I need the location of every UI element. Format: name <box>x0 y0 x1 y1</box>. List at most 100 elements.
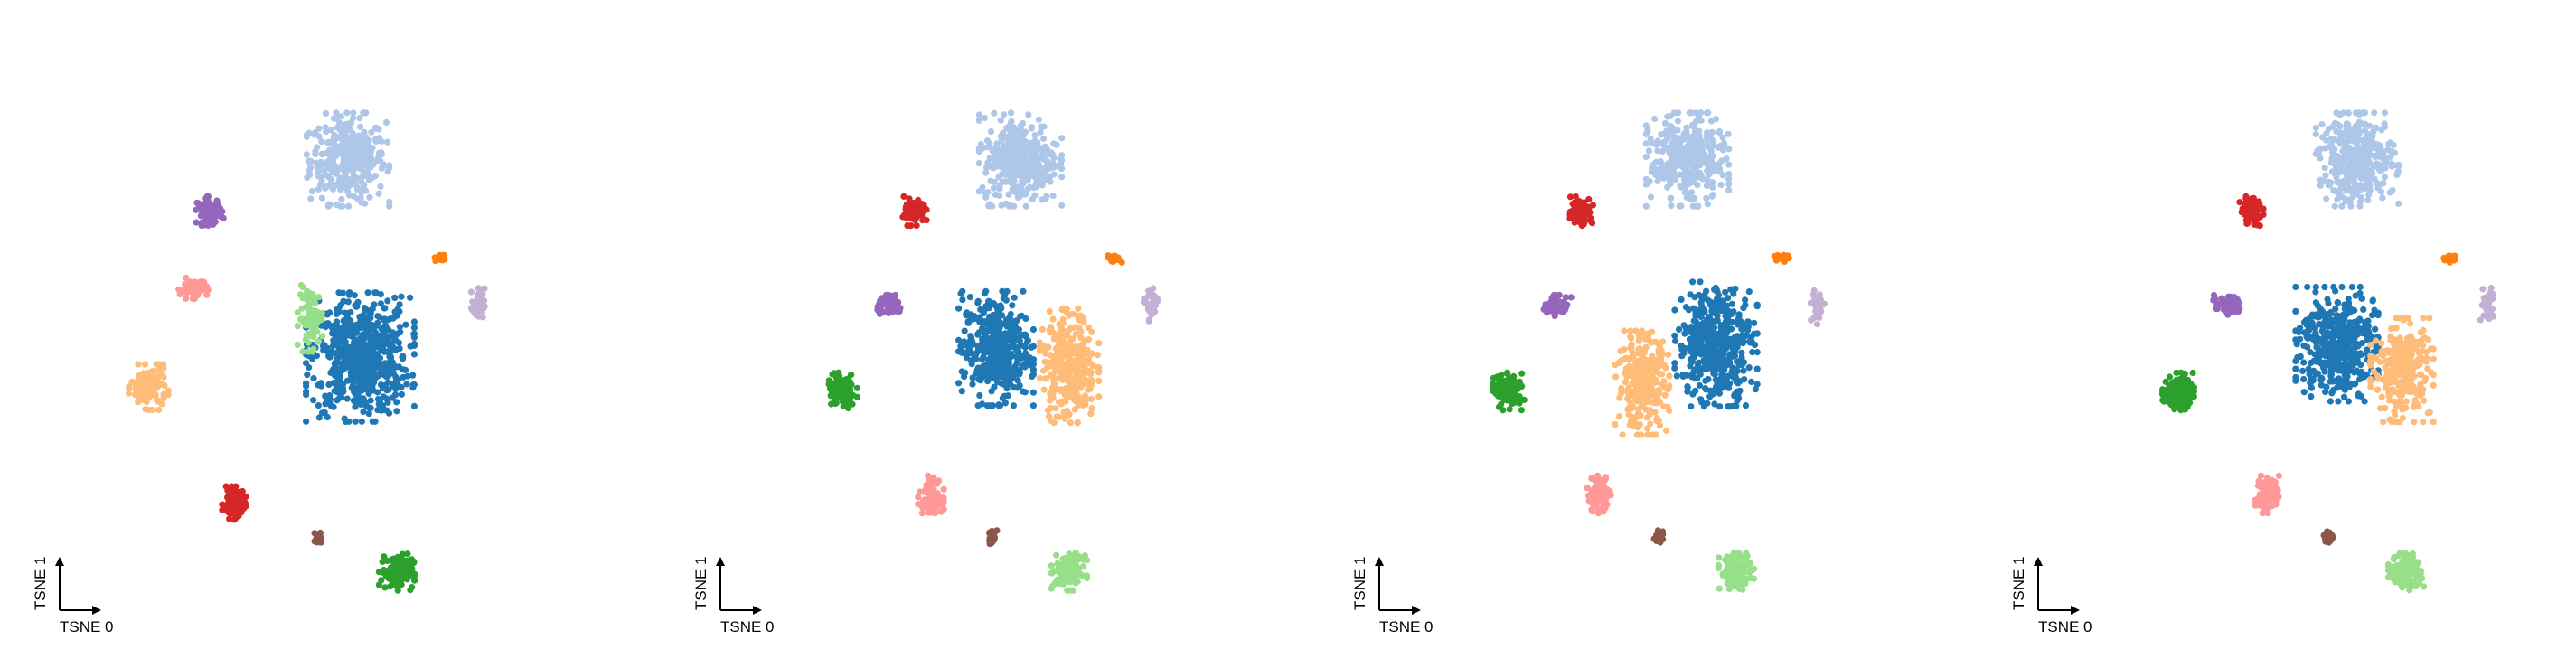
scatter-point <box>1145 287 1152 295</box>
scatter-point <box>1082 392 1089 400</box>
scatter-point <box>1625 384 1632 391</box>
scatter-point <box>369 418 376 425</box>
scatter-point <box>477 302 484 309</box>
scatter-point <box>140 391 147 399</box>
scatter-point <box>1002 167 1010 174</box>
scatter-point <box>987 128 995 136</box>
scatter-point <box>1742 569 1749 576</box>
scatter-point <box>1053 413 1060 420</box>
scatter-point <box>1621 327 1628 334</box>
scatter-point <box>1041 375 1048 382</box>
scatter-point <box>404 372 411 380</box>
scatter-point <box>906 200 913 207</box>
scatter-point <box>1664 129 1672 136</box>
scatter-point <box>1717 142 1725 149</box>
scatter-point <box>964 309 971 316</box>
scatter-point <box>1723 329 1730 337</box>
scatter-point <box>986 155 993 162</box>
scatter-point <box>1734 317 1741 325</box>
scatter-point <box>1040 386 1048 393</box>
scatter-point <box>1042 350 1049 357</box>
scatter-point <box>1514 396 1521 403</box>
scatter-point <box>1507 390 1515 397</box>
scatter-point <box>1734 551 1741 559</box>
scatter-point <box>906 195 913 202</box>
scatter-point <box>842 377 850 384</box>
scatter-point <box>1654 137 1661 145</box>
scatter-point <box>1717 181 1725 189</box>
scatter-point <box>326 309 334 316</box>
scatter-point <box>1051 368 1058 375</box>
scatter-point <box>364 162 371 169</box>
scatter-point <box>380 327 387 334</box>
scatter-point <box>1627 327 1634 334</box>
scatter-point <box>1068 587 1076 594</box>
scatter-point <box>343 180 350 187</box>
scatter-point <box>1636 420 1644 428</box>
scatter-point <box>385 371 392 378</box>
scatter-point <box>1661 119 1669 127</box>
scatter-point <box>1692 375 1699 382</box>
scatter-point <box>1654 177 1661 185</box>
scatter-point <box>1579 216 1586 223</box>
scatter-point <box>146 389 153 396</box>
scatter-point <box>339 136 346 143</box>
scatter-point <box>846 389 853 396</box>
scatter-point <box>1603 493 1611 501</box>
scatter-point <box>467 288 475 296</box>
scatter-point <box>299 348 306 355</box>
scatter-point <box>328 158 335 165</box>
scatter-point <box>1649 165 1656 172</box>
scatter-point <box>1753 365 1761 372</box>
scatter-point <box>306 363 313 372</box>
scatter-point <box>1500 407 1507 414</box>
scatter-point <box>1667 113 1674 120</box>
scatter-point <box>1648 339 1655 346</box>
scatter-point <box>907 214 915 221</box>
scatter-point <box>1641 371 1648 378</box>
scatter-point <box>152 391 159 399</box>
scatter-point <box>382 386 390 393</box>
scatter-point <box>377 291 384 298</box>
scatter-point <box>1010 402 1017 409</box>
scatter-point <box>1088 405 1095 412</box>
scatter-point <box>1067 379 1075 386</box>
scatter-point <box>1047 352 1054 359</box>
scatter-point <box>983 402 991 409</box>
scatter-point <box>1668 146 1675 154</box>
scatter-point <box>135 361 142 368</box>
scatter-point <box>1740 338 1747 345</box>
scatter-point <box>315 402 322 409</box>
scatter-point <box>984 189 992 196</box>
scatter-plot-1: TSNE 0 TSNE 1 <box>32 109 488 635</box>
scatter-point <box>1810 287 1818 295</box>
scatter-point <box>1032 146 1039 155</box>
scatter-point <box>986 367 993 374</box>
scatter-point <box>1057 375 1064 382</box>
scatter-point <box>1627 333 1634 340</box>
scatter-point <box>1657 539 1664 546</box>
scatter-point <box>1725 553 1733 561</box>
scatter-point <box>1742 296 1749 304</box>
scatter-point <box>1644 179 1652 186</box>
scatter-point <box>1043 193 1050 200</box>
scatter-point <box>1666 382 1673 390</box>
scatter-point <box>303 391 310 399</box>
scatter-point <box>142 406 149 413</box>
scatter-point <box>343 154 351 161</box>
scatter-point <box>386 162 393 169</box>
scatter-point <box>1059 353 1067 360</box>
scatter-point <box>378 151 385 158</box>
scatter-point <box>1027 151 1034 158</box>
scatter-point <box>1047 404 1054 411</box>
scatter-point <box>361 305 368 312</box>
scatter-point <box>1025 159 1032 166</box>
scatter-point <box>959 296 966 304</box>
scatter-point <box>1813 295 1821 302</box>
scatter-point <box>1080 556 1087 563</box>
scatter-point <box>340 164 347 171</box>
scatter-point <box>1675 109 1682 117</box>
scatter-point <box>1725 181 1733 188</box>
scatter-point <box>1571 219 1578 226</box>
scatter-point <box>1029 366 1037 373</box>
